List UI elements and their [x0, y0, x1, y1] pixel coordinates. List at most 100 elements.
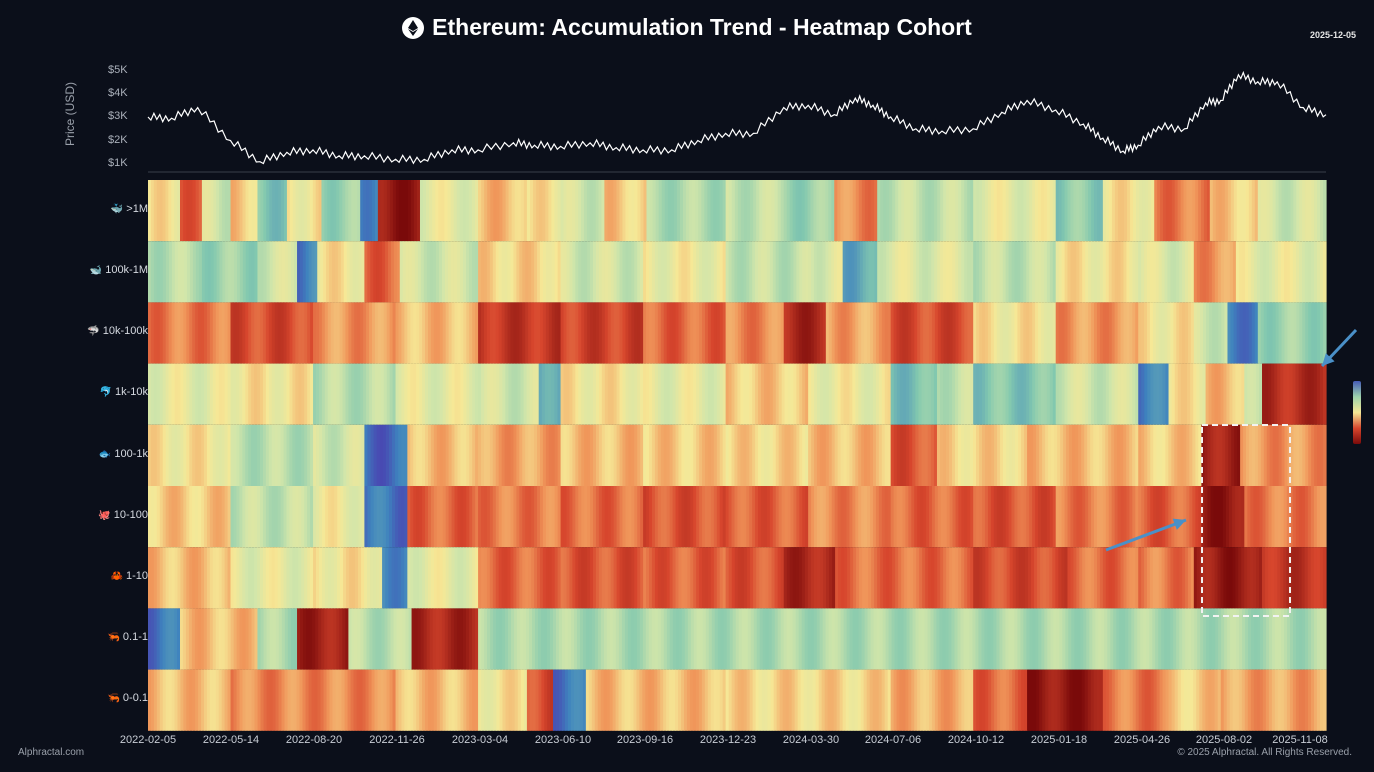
heatmap-cell — [363, 363, 367, 425]
heatmap-cell — [301, 424, 305, 486]
heatmap-cell — [1021, 547, 1026, 609]
heatmap-cell — [557, 547, 562, 609]
heatmap-cell — [1222, 424, 1226, 486]
heatmap-cell — [581, 241, 585, 303]
heatmap-cell — [520, 608, 524, 670]
heatmap-cell — [374, 302, 379, 364]
heatmap-cell — [1266, 302, 1271, 364]
heatmap-cell — [1307, 363, 1312, 425]
heatmap-cell — [716, 424, 721, 486]
heatmap-cell — [666, 669, 670, 731]
heatmap-cell — [430, 424, 435, 486]
heatmap-cell — [790, 486, 795, 548]
heatmap-cell — [548, 302, 553, 364]
heatmap-cell — [245, 302, 249, 364]
heatmap-cell — [564, 669, 569, 731]
heatmap-cell — [740, 669, 745, 731]
heatmap-cell — [1058, 547, 1063, 609]
heatmap-cell — [804, 180, 809, 242]
heatmap-cell — [321, 302, 326, 364]
heatmap-cell — [772, 424, 777, 486]
heatmap-cell — [781, 363, 786, 425]
heatmap-cell — [413, 486, 417, 548]
heatmap-cell — [304, 302, 308, 364]
heatmap-cell — [207, 241, 212, 303]
heatmap-cell — [295, 363, 299, 425]
heatmap-cell — [1287, 608, 1291, 670]
heatmap-cell — [257, 241, 262, 303]
heatmap-cell — [955, 302, 960, 364]
heatmap-cell — [318, 363, 323, 425]
heatmap-cell — [385, 486, 390, 548]
heatmap-cell — [520, 669, 525, 731]
heatmap-cell — [433, 424, 438, 486]
heatmap-cell — [707, 363, 712, 425]
heatmap-cell — [1149, 547, 1154, 609]
heatmap-cell — [964, 669, 968, 731]
heatmap-cell — [967, 547, 971, 609]
heatmap-cell — [595, 547, 600, 609]
heatmap-cell — [819, 608, 824, 670]
heatmap-cell — [490, 363, 494, 425]
heatmap-cell — [625, 180, 630, 242]
heatmap-cell — [837, 608, 842, 670]
heatmap-cell — [298, 363, 302, 425]
heatmap-cell — [398, 180, 403, 242]
heatmap-cell — [719, 180, 724, 242]
heatmap-cell — [498, 486, 503, 548]
heatmap-cell — [843, 486, 848, 548]
heatmap-cell — [1232, 486, 1236, 548]
heatmap-cell — [277, 363, 282, 425]
heatmap-cell — [825, 424, 830, 486]
heatmap-cell — [1259, 547, 1263, 609]
heatmap-cell — [928, 180, 932, 242]
whale-icon: 🐳 — [110, 203, 124, 215]
heatmap-cell — [713, 180, 718, 242]
heatmap-cell — [1269, 608, 1273, 670]
heatmap-cell — [658, 180, 663, 242]
x-tick-label: 2023-06-10 — [534, 734, 592, 746]
heatmap-cell — [162, 424, 167, 486]
heatmap-cell — [498, 302, 503, 364]
heatmap-cell — [554, 241, 559, 303]
heatmap-cell — [539, 180, 543, 242]
heatmap-cell — [928, 547, 932, 609]
heatmap-cell — [1230, 180, 1235, 242]
heatmap-cell — [165, 180, 169, 242]
heatmap-cell — [901, 180, 905, 242]
heatmap-cell — [537, 302, 541, 364]
heatmap-cell — [404, 302, 408, 364]
heatmap-cell — [651, 669, 655, 731]
heatmap-cell — [1323, 180, 1327, 242]
heatmap-cell — [1088, 547, 1092, 609]
heatmap-cell — [590, 363, 594, 425]
heatmap-cell — [469, 608, 473, 670]
heatmap-cell — [1298, 363, 1303, 425]
heatmap-cell — [909, 363, 913, 425]
heatmap-cell — [808, 486, 812, 548]
heatmap-cell — [425, 486, 429, 548]
heatmap-cell — [1263, 302, 1268, 364]
heatmap-cell — [1038, 302, 1042, 364]
heatmap-cell — [183, 363, 187, 425]
heatmap-cell — [307, 486, 311, 548]
heatmap-cell — [843, 363, 848, 425]
heatmap-cell — [1061, 486, 1066, 548]
heatmap-cell — [781, 424, 786, 486]
heatmap-cell — [933, 363, 938, 425]
heatmap-cell — [890, 424, 895, 486]
heatmap-cell — [1185, 302, 1189, 364]
heatmap-cell — [1002, 486, 1007, 548]
heatmap-cell — [969, 608, 974, 670]
heatmap-cell — [841, 547, 845, 609]
heatmap-cell — [762, 180, 766, 242]
heatmap-cell — [1138, 486, 1142, 548]
heatmap-cell — [907, 547, 911, 609]
heatmap-cell — [765, 180, 770, 242]
heatmap-cell — [203, 302, 208, 364]
heatmap-cell — [743, 363, 747, 425]
heatmap-cell — [579, 608, 584, 670]
heatmap-cell — [816, 363, 821, 425]
heatmap-cell — [1135, 363, 1139, 425]
heatmap-cell — [755, 363, 759, 425]
